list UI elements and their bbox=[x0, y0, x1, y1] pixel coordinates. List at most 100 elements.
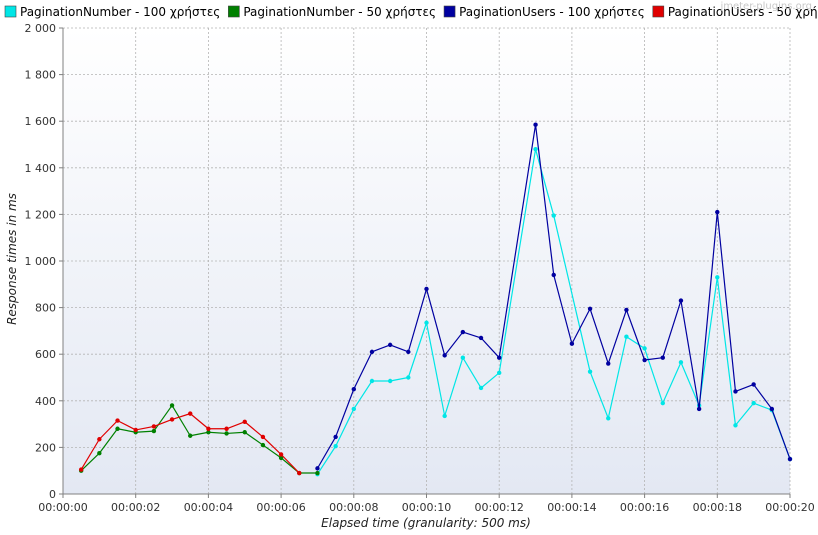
y-axis-title: Response times in ms bbox=[5, 193, 19, 325]
data-point bbox=[169, 403, 175, 408]
data-point bbox=[696, 406, 702, 412]
data-point bbox=[224, 431, 229, 436]
data-point bbox=[406, 375, 411, 380]
data-point bbox=[297, 470, 302, 476]
data-point bbox=[351, 406, 356, 412]
data-point bbox=[533, 122, 538, 127]
data-point bbox=[424, 320, 429, 325]
x-tick-label: 00:00:10 bbox=[402, 501, 451, 514]
x-tick-label: 00:00:14 bbox=[547, 501, 596, 514]
legend-swatch bbox=[443, 5, 456, 18]
data-point bbox=[387, 378, 393, 384]
legend-swatch bbox=[228, 5, 240, 18]
data-point bbox=[497, 355, 502, 360]
legend-swatch bbox=[4, 5, 17, 18]
y-tick-label: 400 bbox=[35, 395, 56, 408]
y-tick-label: 1 400 bbox=[25, 162, 57, 175]
data-point bbox=[260, 442, 266, 448]
gridlines bbox=[63, 27, 791, 494]
series-line bbox=[80, 404, 318, 474]
data-point bbox=[460, 355, 466, 360]
data-point bbox=[97, 437, 102, 442]
data-point bbox=[188, 411, 193, 416]
x-tick-label: 00:00:20 bbox=[765, 501, 814, 514]
watermark: jmeter-plugins.org bbox=[719, 1, 812, 12]
data-point bbox=[751, 400, 756, 406]
data-point bbox=[587, 306, 593, 311]
data-point bbox=[460, 329, 466, 335]
y-tick-label: 1 200 bbox=[25, 208, 57, 221]
data-point bbox=[678, 298, 684, 303]
data-point bbox=[769, 406, 775, 412]
x-tick-label: 00:00:02 bbox=[111, 501, 160, 514]
data-point bbox=[569, 341, 575, 346]
data-point bbox=[442, 353, 447, 358]
data-point bbox=[478, 385, 484, 391]
data-point bbox=[333, 434, 338, 440]
series-line bbox=[316, 124, 791, 469]
data-point bbox=[369, 349, 375, 355]
data-point bbox=[333, 444, 338, 449]
data-point bbox=[315, 466, 320, 471]
data-point bbox=[188, 433, 193, 438]
data-point bbox=[78, 467, 84, 472]
data-point bbox=[660, 355, 665, 360]
data-point bbox=[278, 455, 284, 461]
legend-swatch bbox=[652, 5, 665, 18]
data-point bbox=[242, 419, 247, 424]
y-tick-label: 2 000 bbox=[25, 22, 57, 35]
data-point bbox=[133, 427, 138, 433]
data-point bbox=[478, 335, 484, 341]
data-point bbox=[406, 349, 411, 355]
data-point bbox=[606, 361, 611, 366]
data-point bbox=[624, 307, 629, 313]
legend-label: PaginationNumber - 100 χρήστες bbox=[20, 5, 220, 19]
y-tick-label: 0 bbox=[49, 488, 56, 501]
y-tick-label: 800 bbox=[35, 302, 56, 315]
legend-label: PaginationUsers - 50 χρήστες bbox=[668, 5, 818, 19]
data-point bbox=[151, 424, 157, 429]
y-tick-label: 1 600 bbox=[25, 115, 57, 128]
legend: PaginationNumber - 100 χρήστες Pagination… bbox=[4, 5, 818, 19]
data-point bbox=[787, 456, 793, 462]
data-point bbox=[733, 423, 738, 428]
data-point bbox=[587, 369, 593, 374]
x-tick-label: 00:00:16 bbox=[620, 501, 669, 514]
legend-item: PaginationNumber - 50 χρήστες bbox=[228, 5, 436, 19]
x-tick-label: 00:00:06 bbox=[256, 501, 305, 514]
data-point bbox=[278, 452, 284, 457]
data-point bbox=[115, 418, 120, 423]
x-axis-title: Elapsed time (granularity: 500 ms) bbox=[321, 516, 531, 530]
data-point bbox=[442, 413, 447, 419]
y-tick-label: 1 000 bbox=[25, 255, 57, 268]
legend-item: PaginationNumber - 100 χρήστες bbox=[4, 5, 220, 19]
data-point bbox=[369, 378, 375, 384]
x-tick-label: 00:00:00 bbox=[38, 501, 87, 514]
series-2 bbox=[315, 122, 793, 471]
data-point bbox=[551, 272, 556, 278]
data-point bbox=[533, 146, 538, 152]
data-point bbox=[660, 400, 665, 406]
data-point bbox=[551, 213, 556, 218]
data-point bbox=[206, 426, 211, 431]
x-axis-ticks: 00:00:00 00:00:02 00:00:04 00:00:06 00:00:08… bbox=[38, 494, 815, 514]
data-point bbox=[624, 334, 629, 339]
x-tick-label: 00:00:18 bbox=[693, 501, 742, 514]
legend-item: PaginationUsers - 100 χρήστες bbox=[443, 5, 645, 19]
data-point bbox=[642, 346, 647, 351]
y-tick-label: 200 bbox=[35, 441, 56, 454]
legend-label: PaginationNumber - 50 χρήστες bbox=[243, 5, 436, 19]
data-point bbox=[169, 417, 175, 422]
data-point bbox=[606, 416, 611, 421]
data-point bbox=[260, 434, 266, 440]
legend-item: PaginationUsers - 50 χρήστες bbox=[652, 5, 818, 19]
data-point bbox=[151, 428, 157, 434]
y-tick-label: 600 bbox=[35, 348, 56, 361]
data-point bbox=[387, 342, 393, 348]
y-axis-ticks: 0 200 400 600 800 1 000 1 200 1 400 1 600 1 800 2 … bbox=[25, 22, 63, 501]
x-tick-label: 00:00:04 bbox=[184, 501, 233, 514]
data-point bbox=[242, 430, 247, 435]
data-point bbox=[351, 386, 356, 392]
data-point bbox=[315, 470, 320, 476]
